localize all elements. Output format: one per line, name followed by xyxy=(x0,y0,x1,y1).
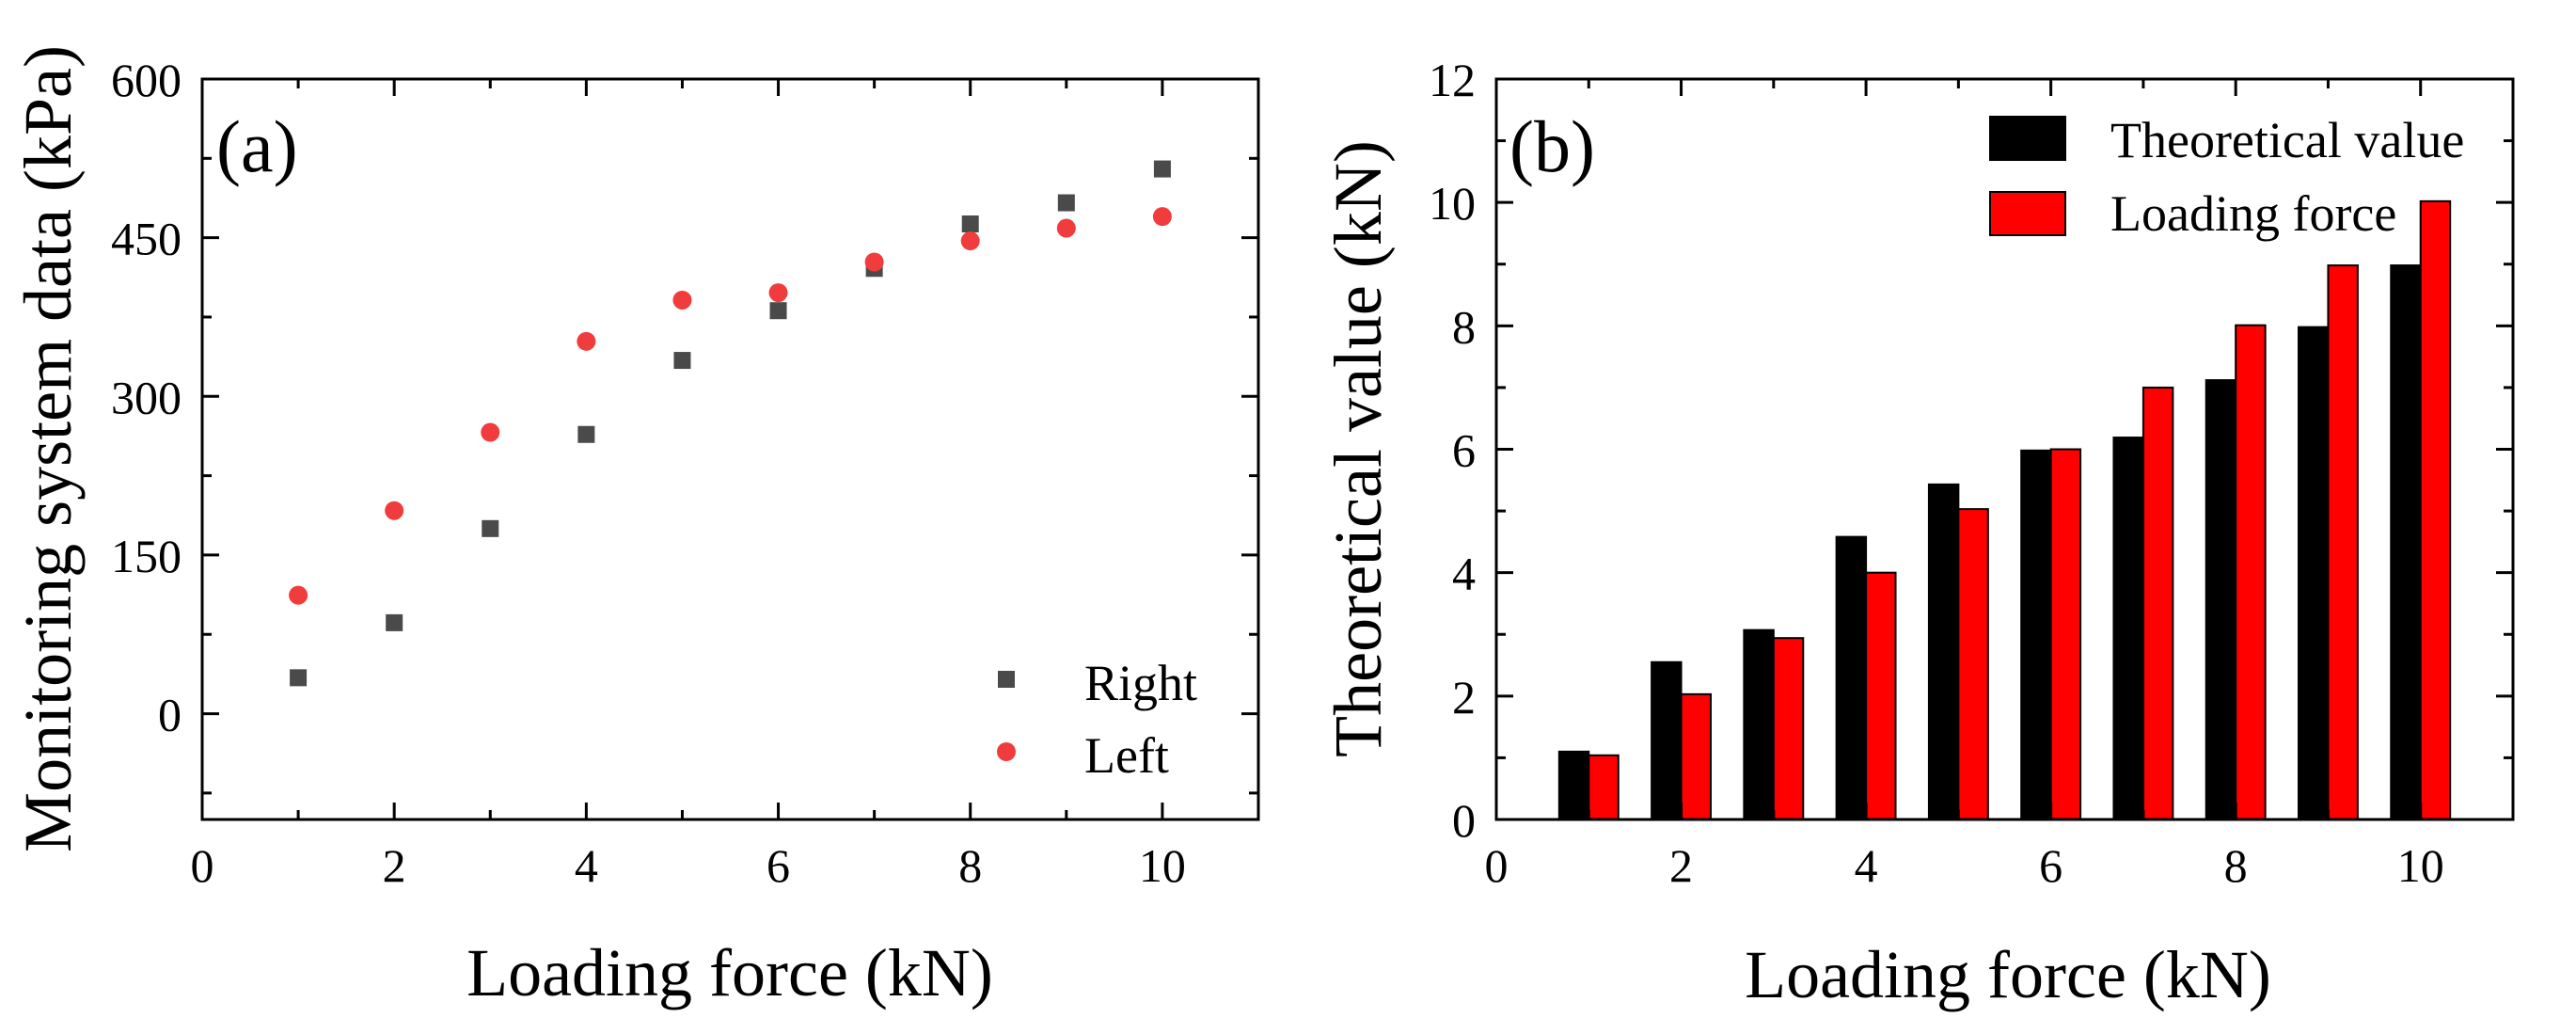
point-right-4 xyxy=(577,425,595,443)
panel-a-legend: Right Left xyxy=(997,655,1197,784)
point-right-6 xyxy=(769,302,787,320)
bar-theoretical-5 xyxy=(1927,483,1960,820)
panel-b-bars xyxy=(1557,199,2452,821)
panel-b-legend: Theoretical value Loading force xyxy=(1989,112,2464,242)
x-tick-label: 4 xyxy=(1855,839,1878,892)
x-tick-label: 2 xyxy=(383,839,406,892)
legend-loading-swatch xyxy=(1989,191,2066,236)
bar-theoretical-10 xyxy=(2390,264,2422,821)
y-tick-label: 10 xyxy=(1429,177,1476,230)
bar-loading-10 xyxy=(2419,199,2452,821)
bar-theoretical-2 xyxy=(1651,660,1683,821)
bar-loading-1 xyxy=(1588,754,1620,820)
panel-a-y-axis-title: Monitoring system data (kPa) xyxy=(10,45,86,852)
y-tick-label: 12 xyxy=(1429,54,1476,106)
panel-b-x-axis-title: Loading force (kN) xyxy=(1745,937,2271,1012)
point-left-6 xyxy=(768,283,788,303)
panel-a-ticks: 0 2 4 6 8 10 0 150 300 450 600 xyxy=(111,54,1258,892)
bar-theoretical-9 xyxy=(2298,326,2330,820)
y-tick-label: 6 xyxy=(1452,424,1476,477)
point-right-10 xyxy=(1153,160,1171,178)
point-right-9 xyxy=(1057,194,1075,212)
x-tick-label: 0 xyxy=(1485,839,1509,892)
bar-loading-8 xyxy=(2235,324,2267,820)
point-right-2 xyxy=(386,613,403,631)
legend-theoretical-label: Theoretical value xyxy=(2110,112,2464,168)
bar-theoretical-1 xyxy=(1557,750,1590,821)
panel-b-ticks: 0 2 4 6 8 10 0 2 4 6 8 10 12 xyxy=(1429,54,2513,892)
bar-theoretical-8 xyxy=(2205,379,2237,820)
bar-theoretical-7 xyxy=(2112,437,2144,820)
bar-loading-2 xyxy=(1680,692,1712,821)
panel-a-data-points xyxy=(289,160,1172,687)
point-right-8 xyxy=(961,215,979,233)
panel-a-plot-frame xyxy=(200,77,1260,821)
x-tick-label: 10 xyxy=(1139,839,1186,892)
point-left-2 xyxy=(385,501,404,520)
y-tick-label: 150 xyxy=(111,530,182,582)
x-tick-label: 10 xyxy=(2397,839,2444,892)
y-tick-label: 8 xyxy=(1452,300,1476,353)
bar-loading-5 xyxy=(1957,508,1989,820)
bar-theoretical-3 xyxy=(1743,628,1775,821)
legend-left-marker xyxy=(997,742,1016,761)
legend-loading-label: Loading force xyxy=(2110,185,2396,242)
bar-loading-7 xyxy=(2141,386,2174,820)
panel-b-y-axis-title: Theoretical value (kN) xyxy=(1320,140,1396,757)
panel-b-label: (b) xyxy=(1509,105,1595,187)
bar-loading-4 xyxy=(1865,571,1897,821)
y-tick-label: 450 xyxy=(111,213,182,265)
panel-a-label: (a) xyxy=(216,105,298,187)
panel-a-scatter-chart: 0 2 4 6 8 10 0 150 300 450 600 (a) Loading force (… xyxy=(10,45,1260,1010)
y-tick-label: 4 xyxy=(1452,548,1476,600)
bar-theoretical-4 xyxy=(1835,535,1868,821)
legend-right-label: Right xyxy=(1084,655,1197,711)
y-tick-label: 2 xyxy=(1452,671,1476,724)
legend-right-marker xyxy=(998,671,1015,688)
point-right-1 xyxy=(290,669,308,687)
x-tick-label: 0 xyxy=(191,839,214,892)
x-tick-label: 8 xyxy=(2224,839,2248,892)
x-tick-label: 4 xyxy=(575,839,598,892)
y-tick-label: 0 xyxy=(1452,794,1476,847)
y-tick-label: 300 xyxy=(111,371,182,423)
panel-a-x-axis-title: Loading force (kN) xyxy=(466,935,993,1010)
x-tick-label: 2 xyxy=(1669,839,1693,892)
bar-loading-6 xyxy=(2049,448,2082,820)
x-tick-label: 8 xyxy=(958,839,982,892)
legend-theoretical-swatch xyxy=(1989,116,2066,161)
point-left-7 xyxy=(864,252,884,272)
point-left-9 xyxy=(1056,218,1076,238)
y-tick-label: 0 xyxy=(158,689,182,741)
x-tick-label: 6 xyxy=(766,839,790,892)
y-tick-label: 600 xyxy=(111,54,182,106)
bar-loading-3 xyxy=(1772,637,1805,820)
x-tick-label: 6 xyxy=(2039,839,2062,892)
point-left-3 xyxy=(481,422,500,442)
point-left-8 xyxy=(960,231,980,251)
bar-loading-9 xyxy=(2327,264,2359,821)
point-left-4 xyxy=(577,331,596,351)
point-left-5 xyxy=(672,290,692,310)
point-left-10 xyxy=(1152,207,1172,227)
legend-left-label: Left xyxy=(1084,727,1169,784)
point-left-1 xyxy=(289,585,308,605)
point-right-5 xyxy=(673,352,691,370)
bar-theoretical-6 xyxy=(2020,449,2052,820)
point-right-3 xyxy=(482,519,499,537)
